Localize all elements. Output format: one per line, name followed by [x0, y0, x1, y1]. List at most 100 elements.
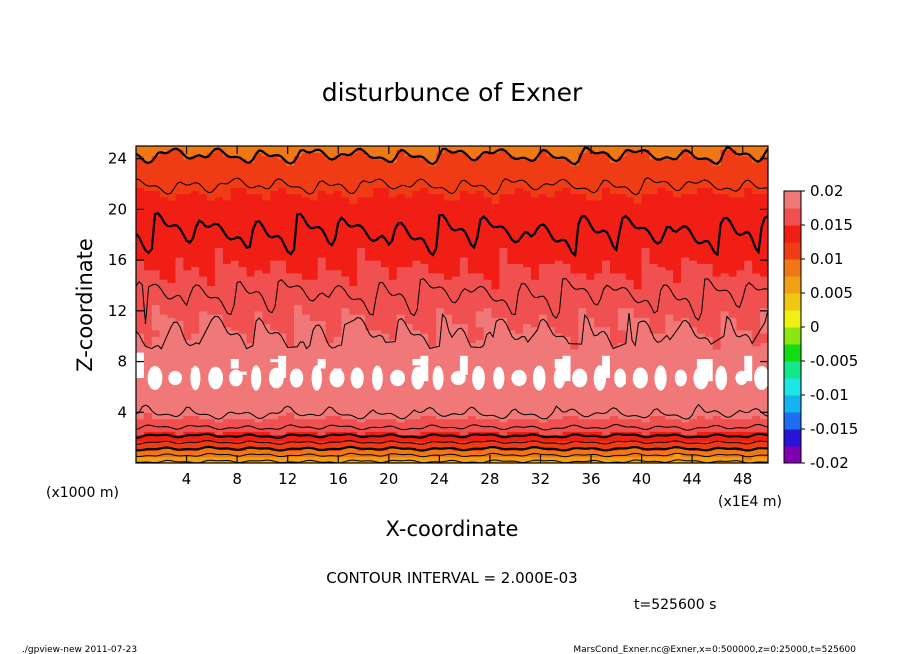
field-band-cell: [554, 358, 564, 369]
field-band-cell: [499, 149, 508, 195]
above-max-region: [329, 368, 345, 388]
colorbar-segment: [784, 225, 801, 243]
field-band-cell: [420, 187, 429, 264]
field-band-cell: [657, 146, 666, 160]
field-band-cell: [531, 418, 540, 432]
field-band-cell: [720, 146, 730, 150]
field-band-cell: [459, 256, 469, 325]
field-band-cell: [404, 418, 414, 436]
field-band-cell: [436, 193, 445, 274]
field-band-cell: [641, 450, 651, 458]
field-band-cell: [136, 456, 145, 463]
field-band-cell: [388, 418, 398, 432]
field-band-cell: [617, 456, 627, 463]
field-band-cell: [420, 263, 429, 334]
field-band-cell: [459, 374, 469, 420]
field-band-cell: [349, 418, 358, 432]
field-band-cell: [333, 450, 342, 458]
field-band-cell: [467, 440, 477, 451]
field-band-cell: [728, 447, 737, 458]
field-band-cell: [365, 447, 374, 458]
field-band-cell: [159, 146, 169, 153]
field-band-cell: [689, 326, 698, 420]
field-band-cell: [538, 447, 548, 458]
field-band-cell: [270, 155, 279, 191]
field-band-cell: [373, 440, 382, 451]
field-band-cell: [151, 329, 161, 337]
field-band-cell: [373, 187, 382, 261]
field-band-cell: [586, 199, 595, 280]
field-band-cell: [704, 263, 714, 337]
above-max-region: [311, 365, 322, 391]
field-band-cell: [554, 367, 564, 420]
field-band-cell: [586, 149, 595, 201]
field-band-cell: [625, 418, 635, 432]
field-band-cell: [681, 456, 690, 463]
field-band-cell: [657, 187, 666, 268]
field-band-cell: [388, 456, 398, 463]
field-band-cell: [744, 329, 753, 356]
field-band-cell: [341, 146, 350, 157]
field-band-cell: [475, 146, 485, 157]
field-band-cell: [199, 275, 208, 312]
colorbar-segment: [784, 446, 801, 464]
field-band-cell: [246, 342, 256, 420]
above-max-region: [632, 367, 648, 389]
field-band-cell: [673, 431, 682, 442]
above-max-region: [350, 367, 364, 389]
field-band-cell: [467, 146, 477, 160]
field-band-cell: [167, 456, 177, 463]
field-band-cell: [459, 418, 469, 436]
field-band-cell: [657, 450, 666, 458]
field-band-cell: [499, 247, 508, 318]
field-band-cell: [633, 440, 643, 448]
field-band-cell: [143, 440, 153, 451]
field-band-cell: [380, 187, 390, 268]
field-band-cell: [633, 447, 643, 458]
plot-area: [136, 146, 768, 463]
field-band-cell: [483, 456, 493, 463]
max-exceed-regions: [147, 365, 768, 391]
field-band-cell: [712, 440, 722, 448]
field-band-cell: [696, 450, 706, 458]
field-band-cell: [151, 155, 161, 191]
field-band-cell: [531, 279, 540, 328]
y-tick-label: 8: [117, 353, 127, 371]
field-band-cell: [744, 146, 753, 157]
field-band-cell: [294, 155, 303, 195]
field-band-cell: [704, 380, 714, 420]
field-band-cell: [207, 314, 216, 420]
field-band-cell: [452, 450, 461, 458]
field-band-cell: [475, 155, 485, 191]
colorbar-segment: [784, 395, 801, 413]
field-band-cell: [294, 383, 303, 420]
x-tick-label: 20: [379, 470, 398, 488]
field-band-cell: [349, 447, 358, 458]
field-band-cell: [610, 272, 619, 347]
field-band-cell: [760, 447, 768, 458]
field-band-cell: [294, 440, 303, 451]
field-band-cell: [380, 456, 390, 463]
field-band-cell: [325, 193, 335, 271]
x-tick-label: 4: [182, 470, 192, 488]
field-band-cell: [625, 440, 635, 448]
y-tick-label: 16: [108, 251, 127, 269]
field-band-cell: [704, 187, 714, 264]
colorbar-segment: [784, 378, 801, 396]
chart-title: disturbunce of Exner: [322, 78, 583, 107]
field-band-cell: [380, 450, 390, 458]
field-band-cell: [380, 266, 390, 334]
field-band-cell: [230, 146, 240, 157]
field-band-cell: [159, 314, 169, 420]
above-max-region: [472, 365, 485, 391]
field-band-cell: [760, 456, 768, 463]
field-band-cell: [649, 146, 658, 160]
y-axis: 4 8 12 16 20 24: [108, 150, 768, 421]
field-band-cell: [586, 447, 595, 458]
field-band-cell: [459, 190, 469, 258]
field-band-cell: [704, 358, 714, 382]
field-band-cell: [230, 329, 240, 359]
field-band-cell: [207, 199, 216, 287]
field-band-cell: [459, 146, 469, 153]
field-band-cell: [689, 418, 698, 436]
